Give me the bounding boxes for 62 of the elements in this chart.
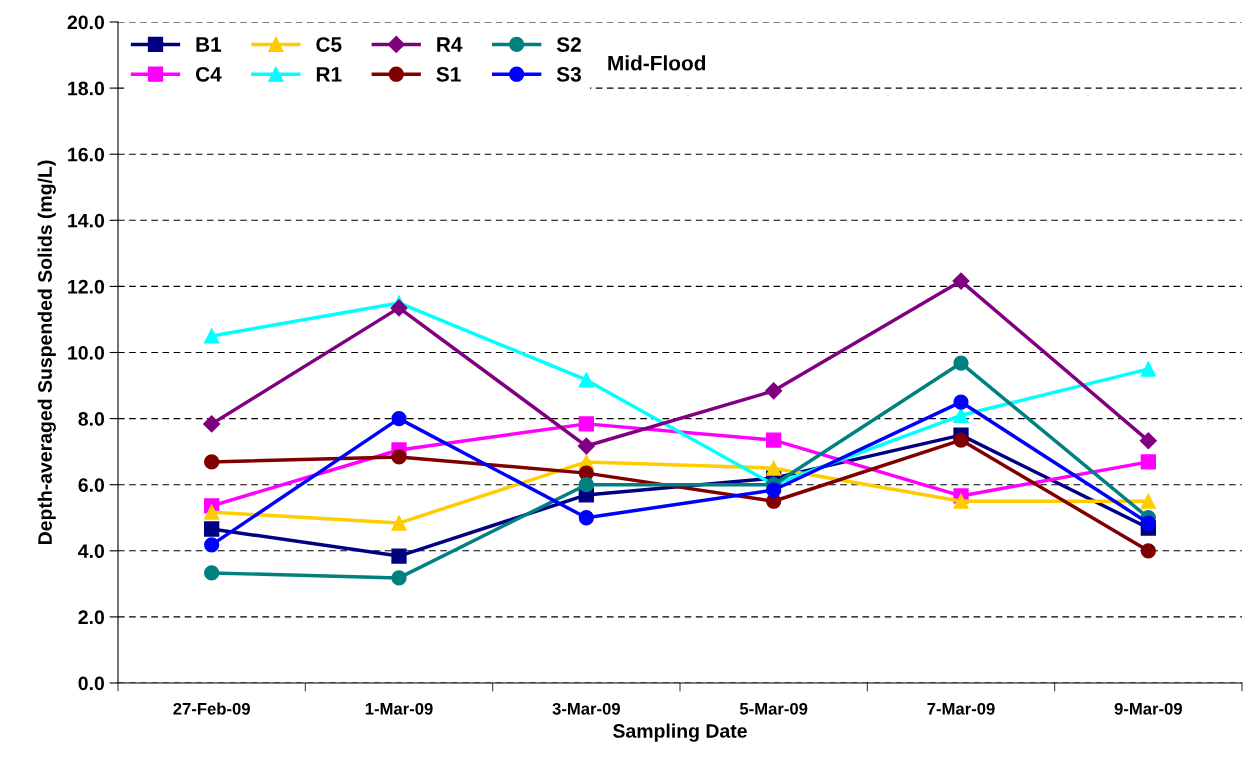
legend-label: S3 [556, 66, 581, 82]
x-tick-label: 7-Mar-09 [927, 702, 995, 715]
point [953, 432, 969, 448]
point [1140, 515, 1156, 531]
point [953, 355, 969, 371]
legend-label: R4 [437, 37, 463, 52]
point [578, 510, 594, 526]
y-tick-label: 14.0 [68, 213, 105, 228]
point [953, 394, 969, 410]
point [765, 382, 783, 400]
y-tick-label: 18.0 [68, 81, 105, 96]
point [391, 449, 407, 465]
legend-label: C4 [195, 66, 222, 82]
point [204, 565, 220, 581]
y-tick-label: 2.0 [78, 610, 105, 625]
point [391, 515, 407, 531]
point [390, 299, 408, 317]
point [766, 482, 782, 498]
point [391, 548, 407, 564]
x-tick-label: 9-Mar-09 [1114, 702, 1182, 715]
y-axis-title: Depth-averaged Suspended Solids (mg/L) [37, 160, 56, 545]
legend-label: R1 [316, 67, 342, 82]
point [204, 454, 220, 470]
annotation: Mid-Flood [608, 55, 706, 71]
point [952, 272, 970, 290]
x-tick-label: 1-Mar-09 [365, 702, 433, 715]
legend-label: B1 [196, 37, 222, 52]
legend-label: C5 [316, 37, 342, 52]
y-tick-label: 0.0 [78, 676, 105, 691]
point [578, 372, 594, 388]
point [1140, 454, 1156, 470]
x-tick-label: 3-Mar-09 [552, 702, 620, 715]
x-tick-label: 5-Mar-09 [739, 702, 808, 715]
legend-label: S2 [556, 37, 581, 52]
point [391, 410, 407, 427]
point [1140, 493, 1156, 509]
y-tick-label: 6.0 [78, 478, 105, 492]
point [766, 432, 782, 448]
point [577, 437, 595, 455]
y-tick-label: 10.0 [68, 345, 105, 360]
point [953, 407, 969, 423]
y-tick-label: 16.0 [68, 147, 105, 162]
point [766, 460, 782, 476]
point [578, 477, 594, 493]
point [204, 328, 220, 344]
point [204, 537, 220, 553]
point [953, 493, 969, 509]
point [1140, 361, 1156, 377]
y-tick-label: 20.0 [67, 15, 105, 30]
y-tick-label: 12.0 [68, 279, 105, 294]
y-tick-label: 8.0 [78, 412, 105, 426]
point [391, 570, 407, 586]
point [1140, 543, 1156, 559]
point [578, 416, 594, 432]
point [203, 415, 221, 433]
y-tick-label: 4.0 [78, 544, 105, 559]
point [204, 504, 220, 520]
point [204, 521, 220, 537]
legend-label: S1 [436, 66, 461, 82]
point [1139, 432, 1157, 450]
x-tick-label: 27-Feb-09 [173, 702, 250, 715]
x-axis-title: Sampling Date [613, 723, 747, 742]
